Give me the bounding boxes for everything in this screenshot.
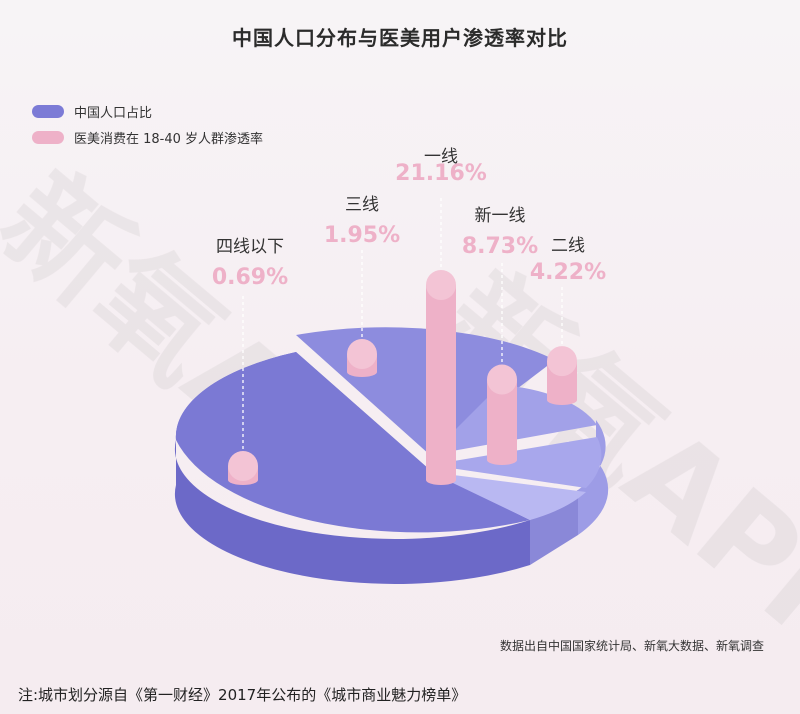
pie-slice-lower-tier-main (175, 352, 530, 533)
cylinder-top-0 (228, 451, 258, 481)
legend: 中国人口占比 医美消费在 18-40 岁人群渗透率 (32, 99, 263, 151)
category-label-3: 新一线 (475, 206, 526, 226)
cylinder-top-2 (426, 270, 456, 300)
chart-title: 中国人口分布与医美用户渗透率对比 (232, 26, 568, 50)
cylinder-top-3 (487, 364, 517, 395)
category-label-1: 三线 (345, 195, 379, 215)
pie-side-light (530, 490, 578, 565)
cylinder-1 (347, 339, 377, 377)
category-label-4: 二线 (551, 236, 585, 256)
legend-swatch-penetration (32, 130, 64, 144)
value-label-1: 1.95% (324, 223, 400, 248)
footnote: 注:城市划分源自《第一财经》2017年公布的《城市商业魅力榜单》 (18, 686, 467, 704)
cylinder-0 (228, 451, 258, 485)
value-label-3: 8.73% (462, 234, 538, 259)
value-label-4: 4.22% (530, 260, 606, 285)
cylinder-2 (426, 270, 456, 485)
value-label-0: 0.69% (212, 265, 288, 290)
legend-item-population: 中国人口占比 (32, 99, 263, 123)
legend-label-penetration: 医美消费在 18-40 岁人群渗透率 (74, 131, 264, 147)
value-label-2: 21.16% (395, 161, 487, 186)
cylinder-top-1 (347, 339, 377, 370)
cylinder-4 (547, 346, 577, 405)
category-label-2: 一线 (424, 147, 458, 167)
data-source: 数据出自中国国家统计局、新氧大数据、新氧调查 (499, 639, 764, 653)
category-label-0: 四线以下 (216, 237, 284, 257)
legend-swatch-population (32, 104, 64, 118)
cylinder-3 (487, 364, 517, 465)
pie-slice-second-tier (430, 472, 586, 520)
legend-label-population: 中国人口占比 (74, 105, 153, 121)
pie-slice-new-first-tier (430, 437, 602, 488)
cylinders (228, 198, 577, 485)
pie-side-main (174, 440, 530, 584)
legend-item-penetration: 医美消费在 18-40 岁人群渗透率 (32, 125, 263, 149)
cylinder-top-4 (547, 346, 577, 377)
